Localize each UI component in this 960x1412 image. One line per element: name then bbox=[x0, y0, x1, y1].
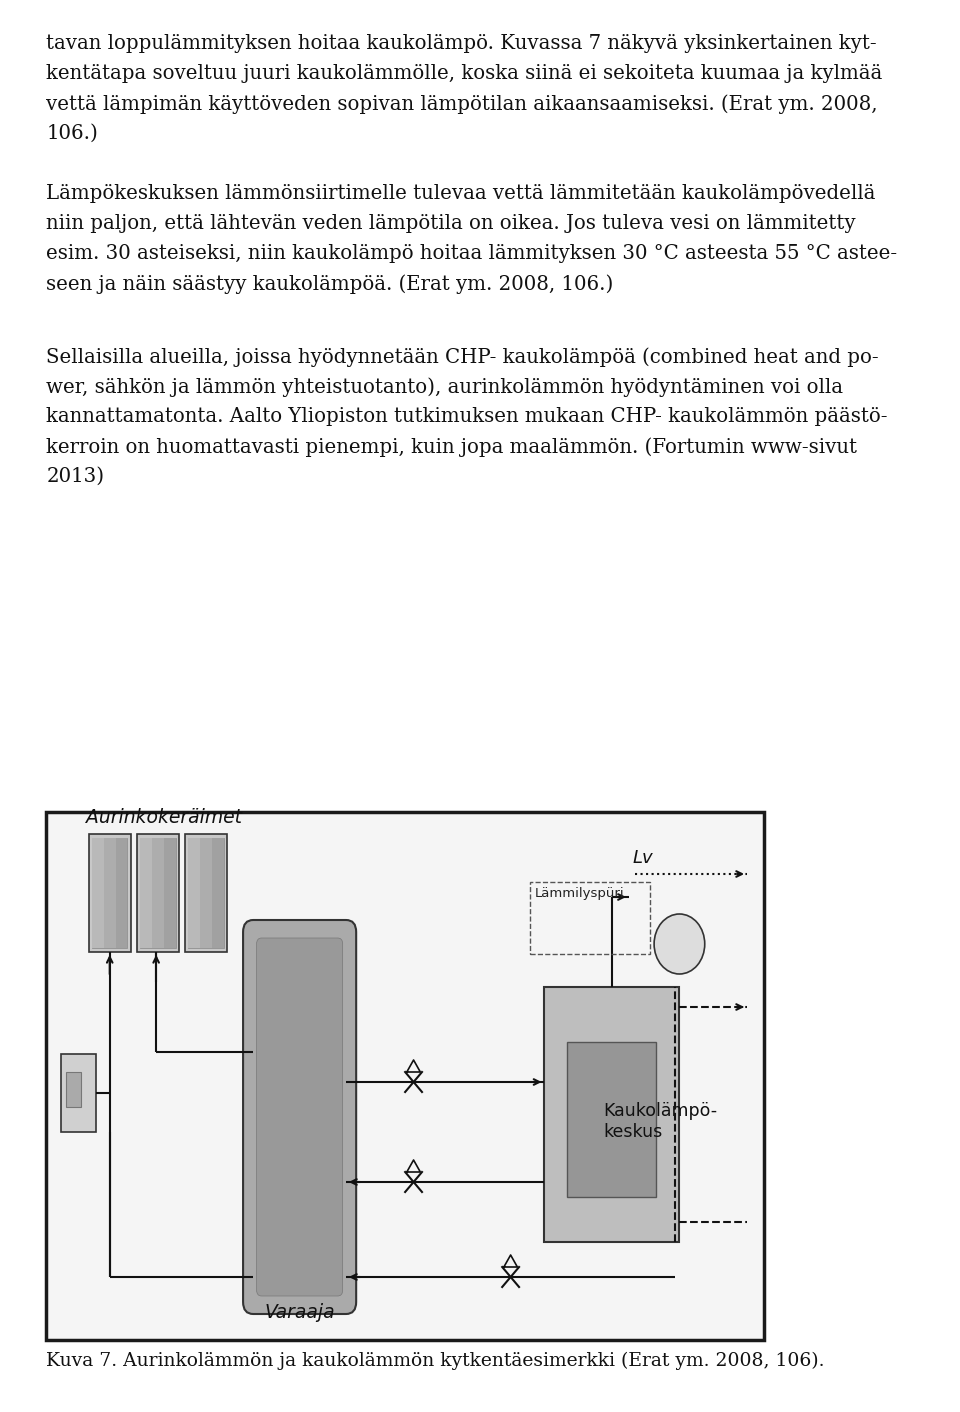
Bar bbox=[140, 837, 176, 947]
Bar bbox=[115, 837, 128, 947]
Bar bbox=[66, 1072, 81, 1107]
Text: vettä lämpimän käyttöveden sopivan lämpötilan aikaansaamiseksi. (Erat ym. 2008,: vettä lämpimän käyttöveden sopivan lämpö… bbox=[46, 95, 878, 113]
Text: niin paljon, että lähtevän veden lämpötila on oikea. Jos tuleva vesi on lämmitet: niin paljon, että lähtevän veden lämpöti… bbox=[46, 215, 856, 233]
Text: Sellaisilla alueilla, joissa hyödynnetään CHP- kaukolämpöä (combined heat and po: Sellaisilla alueilla, joissa hyödynnetää… bbox=[46, 347, 879, 367]
Bar bbox=[140, 837, 152, 947]
Text: Aurinkokeräimet: Aurinkokeräimet bbox=[86, 808, 242, 827]
Bar bbox=[188, 837, 224, 947]
Text: Kuva 7. Aurinkolämmön ja kaukolämmön kytkentäesimerkki (Erat ym. 2008, 106).: Kuva 7. Aurinkolämmön ja kaukolämmön kyt… bbox=[46, 1351, 825, 1370]
Text: Lv: Lv bbox=[633, 849, 654, 867]
Bar bbox=[60, 1053, 96, 1132]
Bar bbox=[152, 837, 164, 947]
Bar bbox=[164, 837, 176, 947]
Text: 106.): 106.) bbox=[46, 124, 98, 143]
FancyBboxPatch shape bbox=[243, 921, 356, 1315]
Bar bbox=[46, 812, 764, 1340]
Text: kentätapa soveltuu juuri kaukolämmölle, koska siinä ei sekoiteta kuumaa ja kylmä: kentätapa soveltuu juuri kaukolämmölle, … bbox=[46, 64, 882, 83]
Bar bbox=[188, 837, 200, 947]
Text: Kaukolämpö-
keskus: Kaukolämpö- keskus bbox=[604, 1101, 717, 1141]
Text: esim. 30 asteiseksi, niin kaukolämpö hoitaa lämmityksen 30 °C asteesta 55 °C ast: esim. 30 asteiseksi, niin kaukolämpö hoi… bbox=[46, 244, 898, 263]
Bar bbox=[567, 1042, 656, 1197]
Bar bbox=[200, 837, 212, 947]
Circle shape bbox=[654, 914, 705, 974]
Bar bbox=[185, 834, 227, 952]
Bar bbox=[92, 837, 104, 947]
Text: wer, sähkön ja lämmön yhteistuotanto), aurinkolämmön hyödyntäminen voi olla: wer, sähkön ja lämmön yhteistuotanto), a… bbox=[46, 377, 844, 397]
Text: 2013): 2013) bbox=[46, 467, 105, 486]
Bar bbox=[104, 837, 115, 947]
Bar bbox=[212, 837, 224, 947]
FancyBboxPatch shape bbox=[256, 938, 343, 1296]
Text: Lämmilyspüri: Lämmilyspüri bbox=[535, 887, 624, 899]
Text: Varaaja: Varaaja bbox=[264, 1303, 335, 1322]
Bar bbox=[544, 987, 680, 1243]
Text: kannattamatonta. Aalto Yliopiston tutkimuksen mukaan CHP- kaukolämmön päästö-: kannattamatonta. Aalto Yliopiston tutkim… bbox=[46, 407, 888, 426]
Text: seen ja näin säästyy kaukolämpöä. (Erat ym. 2008, 106.): seen ja näin säästyy kaukolämpöä. (Erat … bbox=[46, 274, 613, 294]
Bar bbox=[136, 834, 179, 952]
Bar bbox=[88, 834, 131, 952]
Bar bbox=[530, 882, 650, 955]
Text: kerroin on huomattavasti pienempi, kuin jopa maalämmön. (Fortumin www-sivut: kerroin on huomattavasti pienempi, kuin … bbox=[46, 436, 857, 456]
Text: Lämpökeskuksen lämmönsiirtimelle tulevaa vettä lämmitetään kaukolämpövedellä: Lämpökeskuksen lämmönsiirtimelle tulevaa… bbox=[46, 184, 876, 203]
Text: tavan loppulämmityksen hoitaa kaukolämpö. Kuvassa 7 näkyvä yksinkertainen kyt-: tavan loppulämmityksen hoitaa kaukolämpö… bbox=[46, 34, 877, 54]
Bar bbox=[92, 837, 128, 947]
